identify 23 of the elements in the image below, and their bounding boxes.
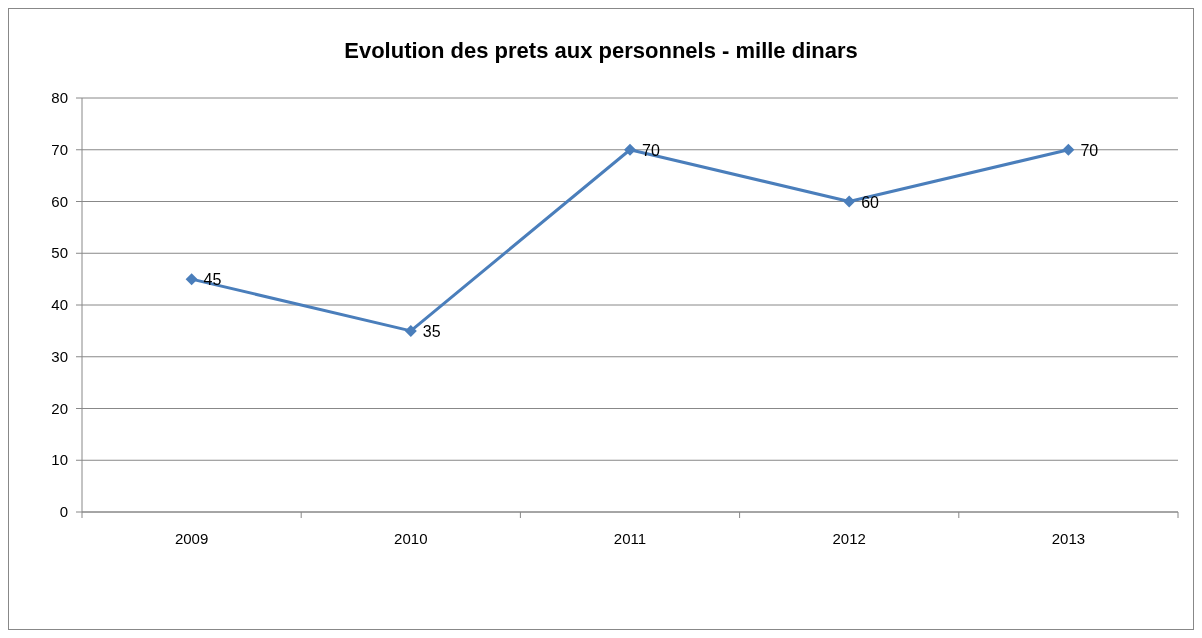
y-tick-label: 0 xyxy=(59,503,68,520)
x-tick-label: 2010 xyxy=(394,530,428,547)
point xyxy=(624,143,636,156)
x-tick-label: 2011 xyxy=(613,530,647,547)
y-tick-label: 20 xyxy=(51,399,68,417)
point xyxy=(843,195,856,208)
data-label: 35 xyxy=(422,322,441,340)
y-tick-label: 30 xyxy=(51,347,68,365)
x-tick-label: 2012 xyxy=(832,530,866,547)
chart-title: Evolution des prets aux personnels - mille dinars xyxy=(344,38,858,63)
data-label: 60 xyxy=(861,193,880,211)
y-tick-label: 60 xyxy=(51,192,68,210)
x-tick-label: 2013 xyxy=(1051,530,1086,547)
y-tick-label: 80 xyxy=(51,89,68,106)
y-tick-label: 40 xyxy=(51,296,68,313)
point xyxy=(1062,143,1075,156)
y-tick-label: 70 xyxy=(51,140,68,158)
point xyxy=(185,273,198,286)
data-label: 70 xyxy=(1080,141,1099,159)
point xyxy=(404,324,417,337)
x-tick-label: 2009 xyxy=(174,530,209,547)
y-tick-label: 50 xyxy=(51,244,68,262)
y-tick-label: 10 xyxy=(51,451,68,469)
